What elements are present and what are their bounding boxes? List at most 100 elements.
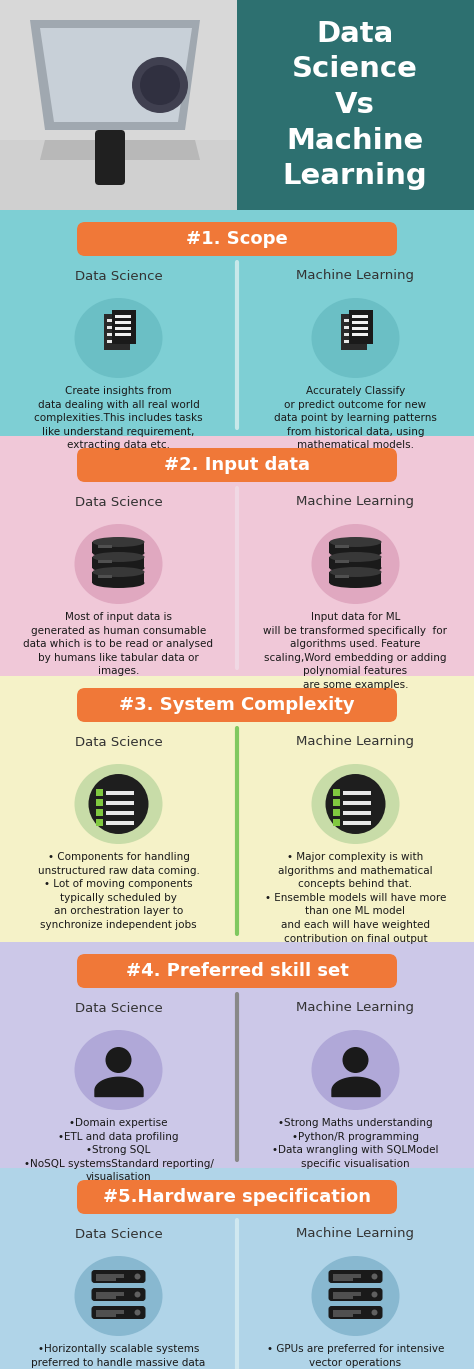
Text: Data Science: Data Science (74, 735, 163, 749)
Bar (334, 1275, 362, 1277)
Circle shape (372, 1291, 377, 1298)
Circle shape (372, 1273, 377, 1280)
Circle shape (89, 773, 148, 834)
Bar (92, 542, 145, 553)
Bar (0, 676, 474, 942)
Text: #4. Preferred skill set: #4. Preferred skill set (126, 962, 348, 980)
Bar (108, 319, 126, 322)
Ellipse shape (74, 764, 163, 845)
Bar (97, 1310, 125, 1313)
Bar (116, 320, 131, 323)
Ellipse shape (311, 298, 400, 378)
Ellipse shape (92, 537, 145, 548)
FancyBboxPatch shape (77, 448, 397, 482)
Bar (336, 545, 349, 548)
Text: Machine Learning: Machine Learning (297, 735, 414, 749)
Ellipse shape (311, 524, 400, 604)
Bar (334, 1292, 362, 1295)
Bar (334, 789, 340, 795)
Ellipse shape (329, 563, 382, 574)
Bar (344, 801, 372, 805)
Ellipse shape (329, 548, 382, 559)
Circle shape (326, 773, 385, 834)
Bar (116, 333, 131, 335)
Bar (334, 1279, 354, 1280)
Ellipse shape (74, 524, 163, 604)
Bar (97, 1279, 117, 1280)
Text: Data Science: Data Science (74, 1002, 163, 1014)
Ellipse shape (311, 1029, 400, 1110)
Ellipse shape (329, 578, 382, 589)
Text: Accurately Classify
or predict outcome for new
data point by learning patterns
f: Accurately Classify or predict outcome f… (274, 386, 437, 450)
FancyBboxPatch shape (91, 1288, 146, 1301)
Text: • Components for handling
unstructured raw data coming.
• Lot of moving componen: • Components for handling unstructured r… (37, 852, 200, 930)
Text: #2. Input data: #2. Input data (164, 456, 310, 474)
Bar (97, 1296, 117, 1299)
Text: Most of input data is
generated as human consumable
data which is to be read or : Most of input data is generated as human… (24, 612, 213, 676)
Text: •Horizontally scalable systems
preferred to handle massive data
•High RAm and SS: •Horizontally scalable systems preferred… (31, 1344, 206, 1369)
Text: Machine Learning: Machine Learning (297, 270, 414, 282)
Ellipse shape (329, 537, 382, 548)
Text: Data
Science
Vs
Machine
Learning: Data Science Vs Machine Learning (283, 19, 428, 190)
Text: #5.Hardware specification: #5.Hardware specification (103, 1188, 371, 1206)
Bar (334, 1314, 354, 1317)
Polygon shape (30, 21, 200, 130)
Bar (108, 340, 126, 344)
Bar (107, 810, 135, 815)
Bar (107, 820, 135, 824)
FancyBboxPatch shape (77, 222, 397, 256)
Bar (108, 333, 126, 335)
Bar (353, 327, 368, 330)
Bar (0, 209, 474, 435)
Bar (336, 575, 349, 578)
Text: •Strong Maths understanding
•Python/R programming
•Data wrangling with SQLModel
: •Strong Maths understanding •Python/R pr… (272, 1118, 439, 1169)
Text: Machine Learning: Machine Learning (297, 1002, 414, 1014)
Ellipse shape (92, 578, 145, 589)
Text: Data Science: Data Science (74, 270, 163, 282)
Bar (329, 542, 382, 553)
FancyBboxPatch shape (328, 1270, 383, 1283)
Polygon shape (40, 27, 192, 122)
Bar (341, 314, 367, 350)
Text: Machine Learning: Machine Learning (297, 496, 414, 508)
Circle shape (135, 1310, 140, 1316)
Bar (107, 801, 135, 805)
FancyBboxPatch shape (77, 954, 397, 988)
Ellipse shape (311, 1255, 400, 1336)
Text: Create insights from
data dealing with all real world
complexities.This includes: Create insights from data dealing with a… (34, 386, 203, 450)
Bar (97, 799, 103, 806)
Bar (97, 819, 103, 826)
Bar (349, 309, 374, 344)
Bar (345, 319, 363, 322)
Bar (334, 819, 340, 826)
Bar (104, 314, 130, 350)
Bar (334, 1310, 362, 1313)
Bar (97, 1314, 117, 1317)
Bar (97, 789, 103, 795)
Text: #1. Scope: #1. Scope (186, 230, 288, 248)
Bar (0, 140, 237, 209)
Text: •Domain expertise
•ETL and data profiling
•Strong SQL
•NoSQL systemsStandard rep: •Domain expertise •ETL and data profilin… (24, 1118, 213, 1183)
Bar (99, 575, 112, 578)
Circle shape (343, 1047, 368, 1073)
Text: • Major complexity is with
algorithms and mathematical
concepts behind that.
• E: • Major complexity is with algorithms an… (265, 852, 446, 943)
Bar (336, 560, 349, 563)
Bar (345, 333, 363, 335)
Ellipse shape (329, 552, 382, 563)
FancyBboxPatch shape (91, 1270, 146, 1283)
Bar (99, 545, 112, 548)
FancyBboxPatch shape (95, 130, 125, 185)
Circle shape (140, 64, 180, 105)
Bar (108, 326, 126, 329)
Bar (116, 315, 131, 318)
Bar (345, 326, 363, 329)
Bar (0, 1168, 474, 1369)
Ellipse shape (74, 1029, 163, 1110)
Bar (112, 309, 137, 344)
Bar (329, 557, 382, 568)
Bar (97, 809, 103, 816)
Bar (99, 560, 112, 563)
Bar (97, 1292, 125, 1295)
Ellipse shape (74, 1255, 163, 1336)
Ellipse shape (311, 764, 400, 845)
